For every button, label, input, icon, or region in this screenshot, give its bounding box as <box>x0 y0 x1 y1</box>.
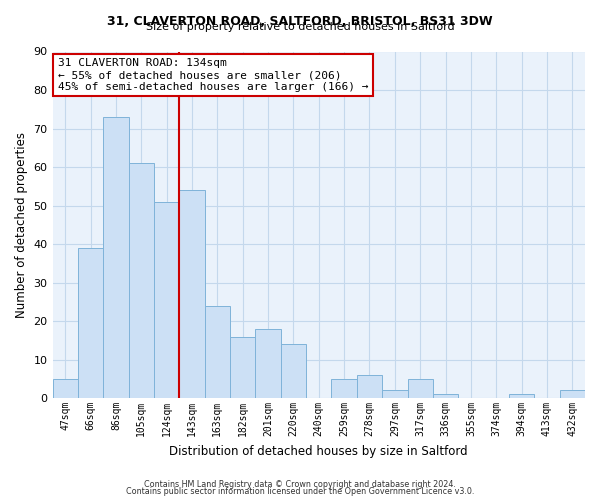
Bar <box>205 306 230 398</box>
Bar <box>382 390 407 398</box>
Bar <box>78 248 103 398</box>
Text: 31, CLAVERTON ROAD, SALTFORD, BRISTOL, BS31 3DW: 31, CLAVERTON ROAD, SALTFORD, BRISTOL, B… <box>107 15 493 28</box>
Bar <box>256 329 281 398</box>
Text: Contains HM Land Registry data © Crown copyright and database right 2024.: Contains HM Land Registry data © Crown c… <box>144 480 456 489</box>
Bar <box>281 344 306 398</box>
Bar <box>560 390 585 398</box>
Text: Contains public sector information licensed under the Open Government Licence v3: Contains public sector information licen… <box>126 488 474 496</box>
Bar <box>357 375 382 398</box>
Bar <box>154 202 179 398</box>
Bar <box>128 163 154 398</box>
Bar <box>53 379 78 398</box>
Text: Size of property relative to detached houses in Saltford: Size of property relative to detached ho… <box>146 22 454 32</box>
Bar <box>103 117 128 398</box>
Bar <box>407 379 433 398</box>
Bar <box>179 190 205 398</box>
Bar <box>509 394 534 398</box>
Text: 31 CLAVERTON ROAD: 134sqm
← 55% of detached houses are smaller (206)
45% of semi: 31 CLAVERTON ROAD: 134sqm ← 55% of detac… <box>58 58 368 92</box>
Bar <box>331 379 357 398</box>
Y-axis label: Number of detached properties: Number of detached properties <box>15 132 28 318</box>
Bar <box>433 394 458 398</box>
Bar <box>230 336 256 398</box>
X-axis label: Distribution of detached houses by size in Saltford: Distribution of detached houses by size … <box>169 444 468 458</box>
